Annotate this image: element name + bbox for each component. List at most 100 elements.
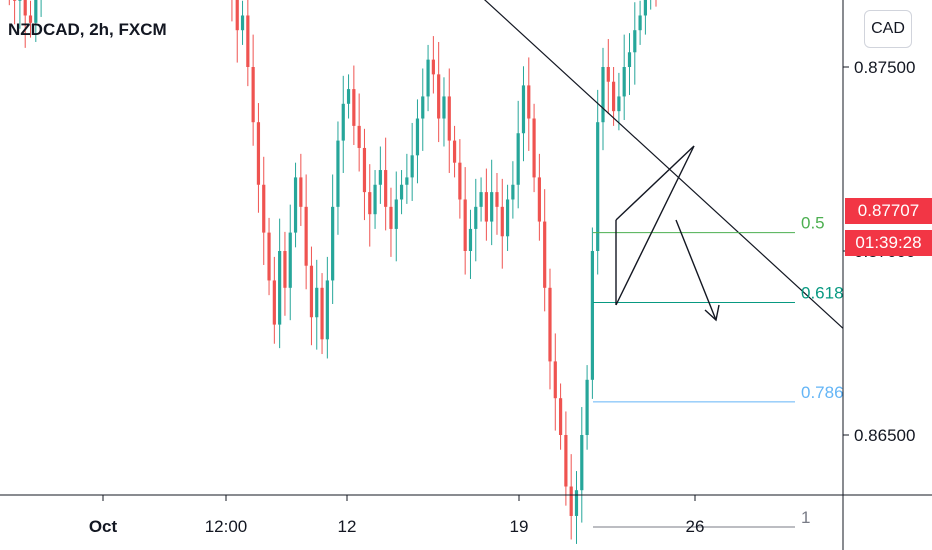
candle	[590, 227, 594, 399]
candle	[341, 75, 345, 173]
candle	[596, 89, 600, 275]
candle	[346, 74, 351, 119]
candle	[633, 2, 637, 85]
candle	[447, 68, 451, 173]
candle	[564, 411, 568, 506]
candle	[548, 268, 552, 390]
last-price-tag: 0.87707	[845, 198, 932, 224]
candle	[638, 0, 642, 45]
candle	[18, 0, 22, 29]
forecast-arrow	[675, 219, 720, 322]
candle	[262, 156, 266, 265]
candle	[373, 170, 377, 229]
candle	[574, 471, 579, 544]
candle	[231, 0, 233, 22]
candle	[410, 122, 414, 201]
candle	[511, 161, 515, 219]
candle	[352, 65, 356, 146]
candle	[325, 256, 329, 359]
candle	[606, 39, 610, 115]
time-tick-label: 12:00	[205, 517, 248, 536]
candle	[537, 153, 541, 241]
candle	[516, 100, 520, 209]
candle	[8, 0, 10, 6]
candle	[357, 93, 361, 172]
time-tick-label: 26	[686, 517, 705, 536]
symbol-title[interactable]: NZDCAD, 2h, FXCM	[8, 20, 167, 39]
candle	[601, 47, 605, 151]
candle	[500, 178, 504, 269]
candle	[309, 246, 314, 346]
fib-level-label: 0.786	[801, 383, 844, 402]
candle	[315, 259, 319, 350]
candle	[421, 68, 425, 151]
candle	[426, 44, 430, 112]
price-tick-label: 0.86500	[854, 426, 915, 445]
candle	[521, 66, 526, 162]
candle	[442, 77, 446, 147]
candle	[558, 383, 563, 450]
candle	[304, 174, 308, 290]
candle	[23, 0, 27, 48]
candle	[437, 41, 441, 143]
price-tick-label: 0.87500	[854, 58, 915, 77]
time-tick-label: 19	[510, 517, 529, 536]
candle	[627, 33, 632, 95]
candle	[611, 67, 616, 126]
candle	[585, 365, 589, 450]
candle	[267, 217, 271, 296]
candle	[251, 34, 255, 146]
candle	[394, 171, 398, 262]
candle	[617, 72, 621, 131]
candle	[399, 170, 404, 215]
candle	[336, 121, 340, 235]
candle	[299, 153, 303, 226]
candle	[474, 178, 478, 262]
candle	[415, 99, 420, 184]
trendline	[484, 0, 844, 329]
candle	[283, 231, 287, 316]
candle	[34, 0, 38, 42]
candle	[13, 0, 17, 25]
rising-wedge-pattern	[615, 145, 695, 306]
candle	[331, 174, 335, 304]
candle	[543, 189, 547, 312]
candle	[256, 103, 261, 213]
candle	[479, 177, 483, 222]
candle	[389, 187, 393, 257]
candle	[278, 218, 282, 349]
candle	[28, 0, 33, 38]
candle	[378, 146, 382, 204]
candle	[532, 103, 536, 193]
candle	[580, 407, 584, 523]
candle	[655, 0, 657, 7]
fib-level-label: 1	[801, 508, 810, 527]
currency-button[interactable]: CAD	[864, 10, 912, 48]
candle	[320, 273, 324, 355]
candle	[293, 162, 298, 248]
candle	[288, 204, 292, 321]
candle	[505, 184, 510, 251]
candle	[622, 34, 626, 120]
candle	[490, 159, 494, 246]
candle	[240, 0, 245, 45]
time-axis[interactable]: Oct 12:00 12 19 26	[89, 495, 705, 536]
candle	[405, 153, 409, 204]
candle	[384, 137, 388, 231]
candle	[431, 36, 435, 94]
candle	[569, 454, 573, 540]
candle	[452, 125, 457, 178]
candle	[246, 0, 250, 87]
candle	[235, 0, 239, 63]
candle	[40, 0, 42, 17]
candle	[484, 168, 488, 241]
candle	[362, 128, 367, 221]
time-tick-label: 12	[338, 517, 357, 536]
candle	[272, 256, 276, 344]
candle	[650, 0, 652, 10]
fib-level-label: 0.618	[801, 284, 844, 303]
time-tick-label: Oct	[89, 517, 118, 536]
candlestick-series	[8, 0, 657, 544]
